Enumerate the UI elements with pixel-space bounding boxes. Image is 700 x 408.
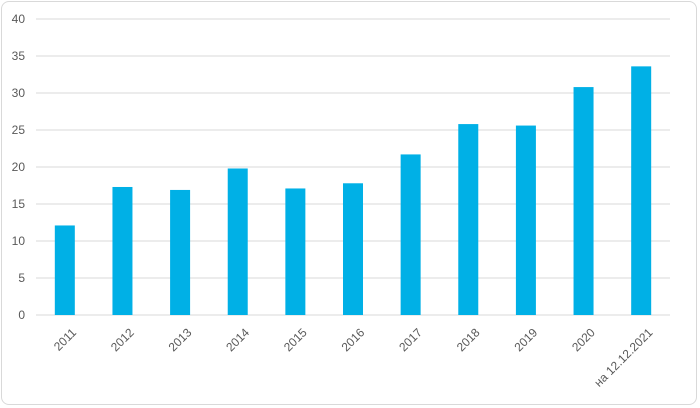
y-tick-label: 30 [12,86,26,100]
bar-2015 [285,188,306,315]
x-tick-label: 2015 [281,325,310,354]
bar-2018 [458,124,479,315]
y-tick-label: 40 [12,12,26,26]
y-axis-tick-labels: 0 5 10 15 20 25 30 35 40 [12,12,26,322]
bar-2013 [170,189,191,315]
x-tick-label: 2013 [166,325,195,354]
x-tick-label: на 12.12.2021 [591,325,655,389]
bar-2016 [343,183,363,315]
x-tick-label: 2019 [511,325,540,354]
bars [54,66,652,315]
x-axis-tick-labels: 2011 2012 2013 2014 2015 2016 2017 2018 2019 2020… [51,325,656,389]
x-tick-label: 2018 [454,325,483,354]
bar-2019 [515,125,536,315]
bar-2017 [400,154,421,315]
bar-2011 [54,225,75,315]
x-tick-label: 2014 [223,325,252,354]
y-tick-label: 15 [12,197,26,211]
x-tick-label: 2011 [51,325,79,353]
bar-на 12.12.2021 [631,66,652,315]
y-tick-label: 0 [18,308,25,322]
y-tick-label: 5 [18,271,25,285]
y-tick-label: 25 [12,123,26,137]
x-tick-label: 2016 [339,325,368,354]
y-tick-label: 35 [12,49,26,63]
bar-2014 [227,168,248,315]
x-tick-label: 2012 [108,325,137,354]
bar-2020 [573,87,594,315]
x-tick-label: 2020 [569,325,598,354]
y-tick-label: 10 [12,234,26,248]
y-tick-label: 20 [12,160,26,174]
bar-2012 [112,186,133,315]
x-tick-label: 2017 [396,325,425,354]
